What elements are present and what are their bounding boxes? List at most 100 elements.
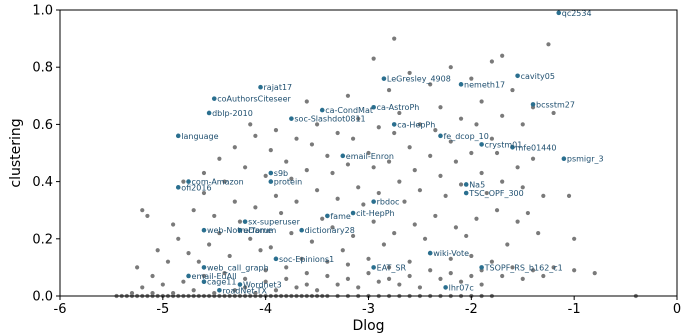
labeled-data-point: [175, 185, 181, 190]
data-point: [489, 136, 494, 141]
labeled-data-point: [319, 107, 325, 113]
data-point: [402, 199, 407, 204]
data-point: [232, 199, 237, 204]
data-point: [325, 259, 330, 264]
data-point: [150, 291, 155, 296]
point-label: fe_dcop_10: [443, 132, 488, 141]
data-point: [320, 216, 325, 221]
x-tick-label: 0: [673, 302, 681, 317]
data-point: [273, 128, 279, 133]
data-point: [510, 87, 515, 93]
data-point: [350, 136, 356, 141]
data-point: [371, 219, 376, 224]
data-point: [345, 93, 351, 98]
data-point: [335, 130, 340, 136]
point-label: TSC_OPF_300: [468, 189, 524, 198]
labeled-data-point: [340, 153, 346, 159]
y-tick-label: 0.0: [32, 290, 53, 305]
point-label: EAT_SR: [377, 263, 407, 272]
data-point: [253, 291, 258, 296]
data-point: [469, 273, 474, 279]
point-label: dblp-2010: [212, 109, 253, 118]
y-tick-label: 0.8: [32, 61, 53, 76]
data-point: [268, 245, 273, 250]
data-point: [438, 173, 443, 178]
data-point: [243, 285, 248, 290]
labeled-data-point: [371, 199, 376, 204]
data-point: [489, 259, 494, 264]
labeled-data-point: [479, 265, 484, 270]
point-label: bcsstm27: [536, 100, 575, 109]
data-point: [171, 291, 176, 296]
data-point: [304, 282, 309, 287]
data-point: [541, 273, 546, 279]
point-label: com-Amazon: [192, 178, 244, 187]
data-point: [458, 116, 464, 121]
data-point: [530, 156, 536, 161]
data-point: [392, 230, 397, 236]
data-point: [140, 285, 145, 290]
point-label: roadNet-TX: [222, 286, 267, 295]
data-point: [350, 233, 356, 239]
data-point: [392, 36, 397, 41]
data-point: [500, 53, 505, 58]
data-point: [243, 276, 248, 281]
data-point: [201, 273, 207, 279]
labeled-data-point: [258, 84, 263, 90]
data-point: [525, 210, 530, 216]
data-point: [448, 65, 453, 70]
data-point: [222, 271, 227, 276]
data-point: [284, 276, 289, 281]
point-label: dictionary28: [305, 226, 355, 235]
data-point: [140, 208, 145, 213]
data-point: [453, 225, 459, 230]
y-axis-ticks: 0.0 0.2 0.4 0.6 0.8 1.0: [32, 4, 60, 305]
data-point: [428, 153, 433, 158]
data-point: [217, 230, 222, 236]
data-point: [273, 193, 279, 198]
data-point: [304, 99, 309, 104]
data-point: [536, 230, 541, 236]
x-tick-label: -5: [156, 302, 169, 317]
point-label: rajat17: [264, 83, 293, 92]
data-point: [304, 271, 309, 276]
data-point: [479, 170, 484, 176]
point-label: sx-superuser: [248, 218, 300, 227]
data-point: [335, 196, 340, 201]
y-tick-label: 1.0: [32, 4, 53, 19]
data-point: [417, 122, 423, 127]
point-label: ucforum: [243, 226, 277, 235]
data-point: [248, 236, 253, 241]
point-label: soc-Epinions1: [279, 255, 334, 264]
data-point: [294, 285, 299, 290]
data-point: [201, 170, 207, 176]
data-point: [500, 113, 505, 118]
data-point: [325, 153, 330, 158]
point-label: protein: [274, 178, 302, 187]
x-tick-label: -6: [54, 302, 67, 317]
data-point: [345, 162, 351, 167]
labeled-data-point: [561, 156, 567, 162]
data-point: [356, 185, 361, 190]
data-point: [592, 271, 597, 276]
data-point: [330, 170, 335, 176]
data-point: [469, 150, 474, 156]
labeled-data-point: [175, 133, 181, 139]
x-tick-label: -3: [362, 302, 375, 317]
labeled-data-point: [237, 227, 243, 233]
data-point: [474, 216, 479, 221]
data-point: [309, 239, 315, 244]
data-point: [356, 116, 361, 121]
labeled-data-point: [299, 227, 304, 233]
data-point: [294, 199, 299, 204]
data-point: [469, 253, 474, 259]
data-point: [309, 142, 315, 147]
data-point: [263, 279, 268, 284]
data-point: [201, 190, 207, 196]
data-point: [407, 70, 412, 76]
point-label: ca-CondMat: [325, 106, 373, 115]
point-label: Wordnet3: [243, 281, 282, 290]
data-point: [268, 148, 273, 153]
point-label: web-NotreDame: [207, 226, 272, 235]
data-point: [448, 256, 453, 261]
